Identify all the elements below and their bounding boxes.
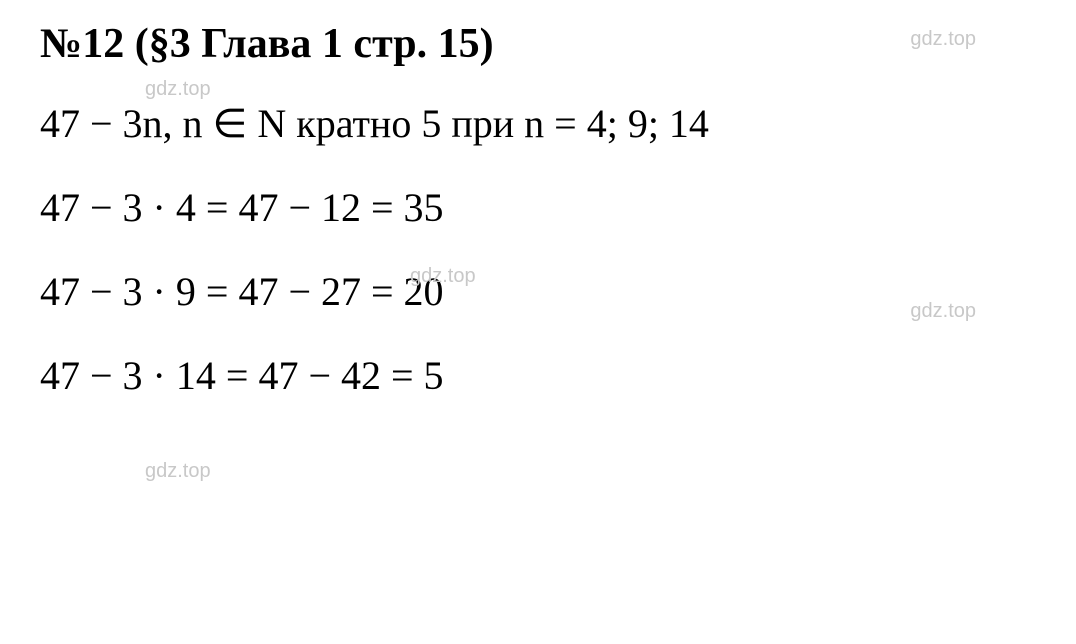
math-expression-4: 47 − 3 · 14 = 47 − 42 = 5	[40, 350, 1036, 402]
math-expression-3: 47 − 3 · 9 = 47 − 27 = 20	[40, 266, 1036, 318]
exercise-title: №12 (§3 Глава 1 стр. 15)	[40, 20, 1036, 68]
math-expression-1: 47 − 3n, n ∈ N кратно 5 при n = 4; 9; 14	[40, 98, 1036, 150]
watermark: gdz.top	[145, 460, 211, 483]
math-expression-2: 47 − 3 · 4 = 47 − 12 = 35	[40, 182, 1036, 234]
